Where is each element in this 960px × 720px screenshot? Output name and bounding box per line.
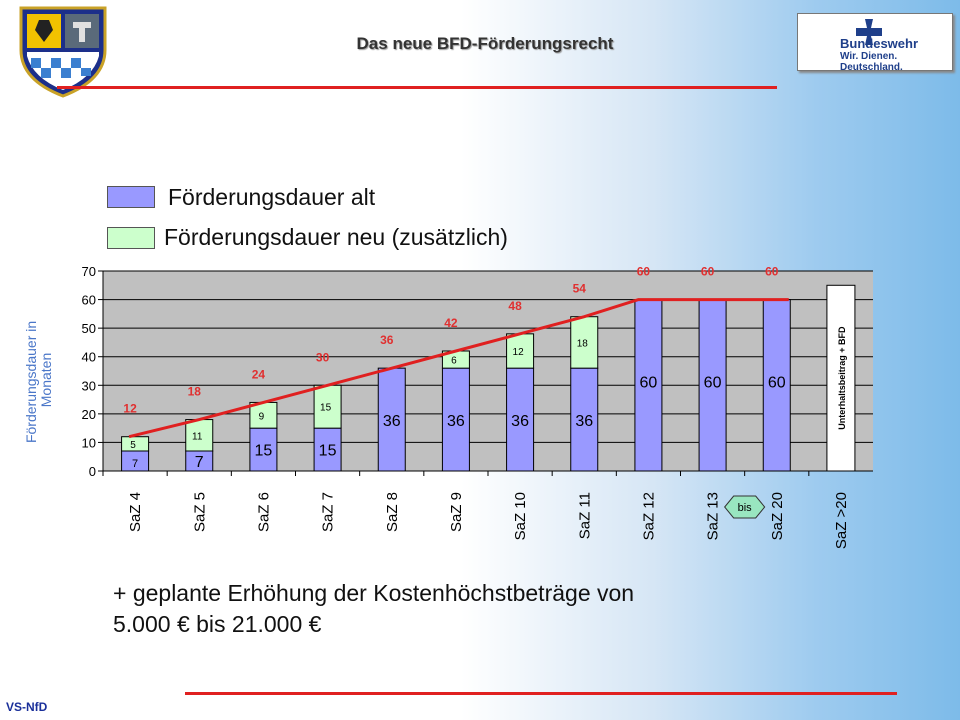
bar-old: [762, 299, 791, 472]
classification-label: VS-NfD: [6, 700, 48, 714]
bar-new-label: 15: [320, 403, 332, 414]
x-tick-label: SaZ 7: [320, 492, 337, 532]
x-tick-label: SaZ 13: [705, 492, 722, 540]
bar-new-label: 5: [130, 440, 136, 451]
x-tick-label: SaZ 6: [255, 492, 272, 532]
bar-old-label: 15: [319, 443, 337, 460]
bar-total-label: 30: [316, 350, 330, 364]
coat-of-arms-logo: [19, 6, 107, 98]
bar-total-label: 54: [573, 282, 587, 296]
bar-total-label: 36: [380, 333, 394, 347]
bar-special-label: Unterhaltsbeitrag + BFD: [837, 326, 847, 430]
bar-old: [634, 299, 663, 472]
bar-special: [826, 284, 856, 472]
cost-note-line1: + geplante Erhöhung der Kostenhöchstbetr…: [113, 580, 635, 606]
bar-old: [313, 427, 342, 472]
bar-old-label: 60: [640, 375, 658, 392]
x-tick-label: SaZ 4: [127, 492, 144, 532]
bar-new-label: 6: [451, 356, 457, 367]
bar-old-label: 36: [383, 413, 401, 430]
title-underline: [57, 86, 777, 89]
brand-name: Bundeswehr: [840, 36, 919, 51]
x-tick-label: SaZ 11: [576, 492, 593, 539]
bundeswehr-logo: Bundeswehr Wir. Dienen. Deutschland.: [797, 13, 953, 73]
bar-total-label: 24: [252, 367, 266, 381]
y-axis-title: Förderungsdauer in Monaten: [23, 317, 54, 443]
y-tick-label: 30: [82, 378, 96, 393]
bar-total-label: 12: [123, 402, 137, 416]
bar-total-label: 60: [765, 265, 779, 279]
x-tick-label: SaZ 9: [448, 492, 465, 532]
bar-old-label: 7: [132, 458, 138, 470]
y-axis-title-line2: Monaten: [38, 353, 54, 407]
iron-cross-icon: [856, 19, 882, 45]
cost-increase-note: + geplante Erhöhung der Kostenhöchstbetr…: [113, 578, 634, 640]
bar-new: [570, 316, 599, 369]
bar-old: [249, 427, 278, 472]
bottom-divider: [185, 692, 897, 695]
bar-total-label: 48: [508, 299, 522, 313]
bar-total-label: 60: [637, 265, 651, 279]
y-tick-label: 50: [82, 321, 96, 336]
bar-old-label: 60: [704, 375, 722, 392]
x-tick-label: SaZ 12: [640, 492, 657, 540]
bar-old: [377, 367, 406, 472]
y-tick-label: 20: [82, 407, 96, 422]
x-tick-label: SaZ >20: [833, 492, 850, 549]
bar-old-label: 7: [195, 454, 204, 471]
bar-new-label: 11: [192, 431, 203, 442]
bar-old-label: 60: [768, 375, 786, 392]
bar-old-label: 36: [575, 413, 593, 430]
x-tick-label: SaZ 20: [769, 492, 786, 540]
x-tick-label: SaZ 5: [191, 492, 208, 532]
x-tick-label: SaZ 10: [512, 492, 529, 540]
bar-old: [570, 367, 599, 472]
bar-new-label: 18: [577, 338, 589, 349]
bar-total-label: 60: [701, 265, 715, 279]
bar-old: [506, 367, 535, 472]
bar-old-label: 36: [447, 413, 465, 430]
legend-label-old: Förderungsdauer alt: [168, 184, 376, 210]
trend-line: [128, 298, 789, 439]
page-title: Das neue BFD-Förderungsrecht: [356, 34, 614, 53]
bar-new-label: 9: [259, 411, 265, 422]
legend-swatch-old: [107, 186, 155, 208]
y-tick-label: 10: [82, 435, 96, 450]
bar-total-label: 18: [188, 385, 202, 399]
y-tick-label: 0: [89, 464, 96, 479]
bar-old-label: 36: [511, 413, 529, 430]
bar-total-label: 42: [444, 316, 458, 330]
bar-chart: Förderungsdauer in Monaten 0 10 20 30 40 50 60…: [23, 264, 873, 549]
y-tick-label: 70: [82, 264, 96, 279]
y-tick-label: 60: [82, 293, 96, 308]
bar-old-label: 15: [255, 443, 273, 460]
y-tick-label: 40: [82, 350, 96, 365]
brand-slogan: Wir. Dienen. Deutschland.: [840, 51, 903, 73]
bar-new-label: 12: [513, 347, 525, 358]
bar-old: [698, 299, 727, 472]
bis-arrow-icon: [724, 495, 766, 519]
bis-label: bis: [738, 502, 753, 514]
x-tick-label: SaZ 8: [384, 492, 401, 532]
cost-note-line2: 5.000 € bis 21.000 €: [113, 611, 322, 637]
legend-label-new: Förderungsdauer neu (zusätzlich): [164, 224, 508, 250]
legend-swatch-new: [107, 227, 155, 249]
plot-area: [103, 271, 873, 471]
y-axis-title-line1: Förderungsdauer in: [23, 321, 39, 443]
